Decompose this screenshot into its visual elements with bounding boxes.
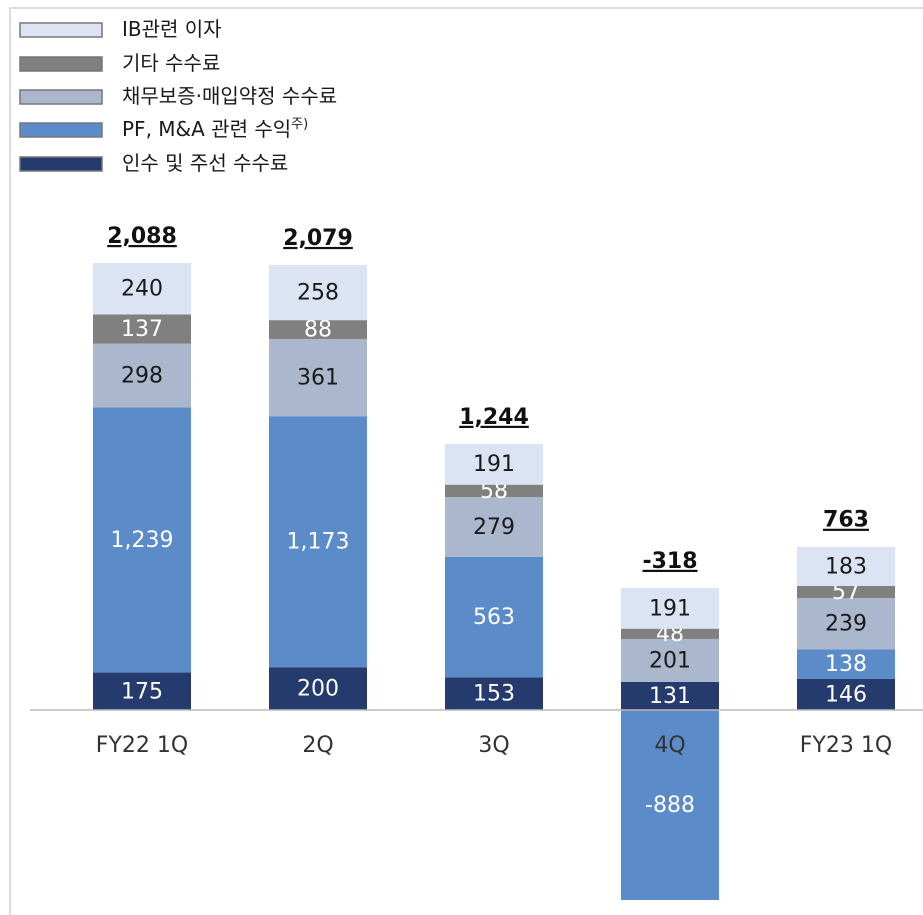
bar-segment [445, 497, 543, 557]
data-label: 298 [121, 364, 163, 389]
total-label: -318 [642, 549, 697, 574]
bar-segment [93, 314, 191, 344]
bar-segment [269, 320, 367, 339]
x-tick-label: 4Q [654, 733, 685, 758]
data-label: 137 [121, 317, 163, 342]
data-label: 175 [121, 679, 163, 704]
bar-segment [445, 484, 543, 498]
frame [9, 7, 923, 915]
bar-segment [797, 598, 895, 650]
data-label: 138 [825, 652, 867, 677]
data-label: 88 [304, 318, 332, 343]
legend-swatch [19, 56, 103, 72]
bar-segment [797, 678, 895, 710]
data-label: 146 [825, 682, 867, 707]
legend-label: PF, M&A 관련 수익주) [122, 117, 308, 141]
data-label: -888 [645, 793, 695, 818]
data-label: 191 [649, 596, 691, 621]
bar-segment [269, 667, 367, 710]
x-tick-label: FY22 1Q [96, 733, 188, 758]
bar-segment [93, 343, 191, 408]
legend-swatch [19, 122, 103, 138]
x-tick-label: 3Q [478, 733, 509, 758]
bar-segment [269, 416, 367, 668]
bar-segment [621, 628, 719, 639]
legend-label: 채무보증·매입약정 수수료 [122, 84, 337, 108]
data-label: 200 [297, 677, 339, 702]
x-tick-label: 2Q [302, 733, 333, 758]
bar-segment [621, 638, 719, 682]
legend-name: IB관련 이자 [122, 17, 222, 41]
total-label: 1,244 [459, 405, 529, 430]
bar-segment [269, 264, 367, 321]
bar-segment [621, 587, 719, 629]
bar-segment [93, 263, 191, 315]
bar-segment [797, 585, 895, 599]
data-label: 201 [649, 648, 691, 673]
data-label: 361 [297, 366, 339, 391]
data-label: 240 [121, 277, 163, 302]
data-label: 563 [473, 605, 515, 630]
legend-name: PF, M&A 관련 수익 [122, 117, 291, 141]
bar-segment [797, 649, 895, 679]
legend-label: 기타 수수료 [122, 51, 220, 75]
data-label: 279 [473, 515, 515, 540]
legend-name: 채무보증·매입약정 수수료 [122, 84, 337, 108]
data-label: 258 [297, 281, 339, 306]
bar-segment [797, 546, 895, 586]
legend-name: 기타 수수료 [122, 51, 220, 75]
bar-segment [93, 672, 191, 710]
total-label: 2,079 [283, 226, 353, 251]
bar-segment [621, 710, 719, 901]
data-label: 153 [473, 682, 515, 707]
legend-swatch [19, 22, 103, 38]
total-label: 2,088 [107, 224, 177, 249]
x-tick-label: FY23 1Q [800, 733, 892, 758]
bar-segment [445, 677, 543, 710]
data-label: 1,173 [287, 530, 350, 555]
data-label: 239 [825, 612, 867, 637]
data-label: 191 [473, 452, 515, 477]
legend-swatch [19, 89, 103, 105]
bar-segment [445, 443, 543, 485]
data-label: 183 [825, 554, 867, 579]
data-label: 131 [649, 684, 691, 709]
bar-segment [269, 338, 367, 417]
data-label: 1,239 [111, 528, 174, 553]
legend-swatch [19, 156, 103, 172]
bar-segment [445, 556, 543, 678]
total-label: 763 [823, 508, 869, 533]
legend-label: 인수 및 주선 수수료 [122, 151, 288, 175]
legend-name: 인수 및 주선 수수료 [122, 151, 288, 175]
legend-note: 주) [291, 117, 308, 132]
legend-label: IB관련 이자 [122, 17, 222, 41]
bar-segment [93, 407, 191, 673]
bar-segment [621, 681, 719, 710]
